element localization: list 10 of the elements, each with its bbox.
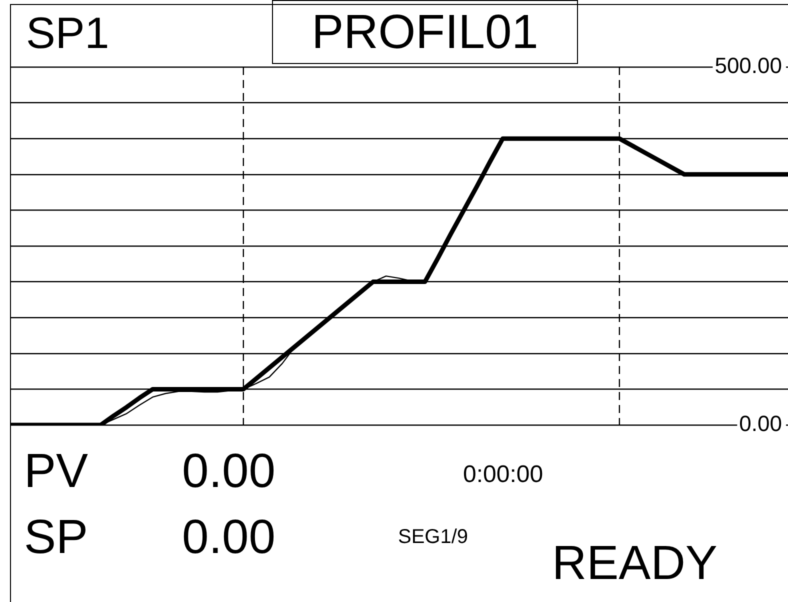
text: SP xyxy=(24,511,88,564)
text: SEG1/9 xyxy=(398,526,468,548)
text: 0:00:00 xyxy=(463,461,544,488)
text: READY xyxy=(552,537,718,590)
text: PV xyxy=(24,445,88,498)
text: 0.00 xyxy=(182,445,276,498)
text: SP1 xyxy=(26,9,110,58)
y-tick-label: 500.00 xyxy=(714,53,782,78)
chart-title: PROFIL01 xyxy=(272,0,578,64)
text: 0.00 xyxy=(182,511,276,564)
